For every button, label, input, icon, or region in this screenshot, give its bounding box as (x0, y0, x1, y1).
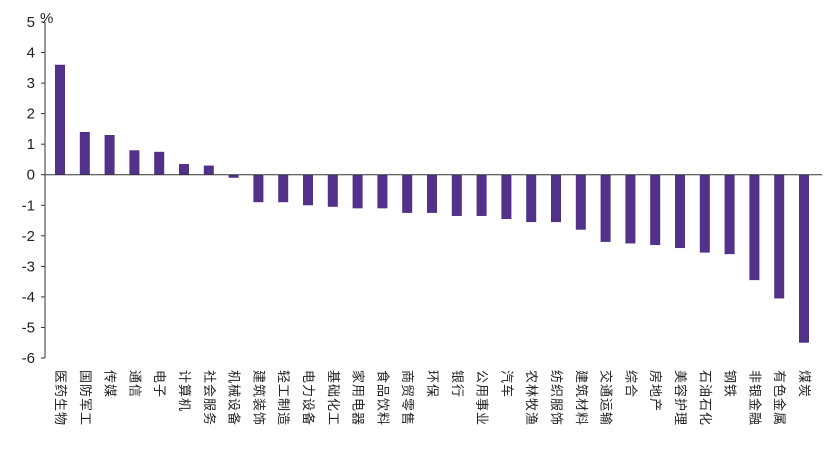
category-label: 电力设备 (300, 370, 316, 426)
bar-26 (675, 174, 685, 249)
bar-13 (352, 174, 363, 209)
category-label: 机械设备 (226, 370, 242, 426)
category-label: 食品饮料 (374, 370, 390, 426)
category-label: 电子 (151, 370, 166, 398)
category-label: 汽车 (498, 370, 514, 398)
category-labels: 医药生物 国防军工 传媒 通信 电子 计算机 社会服务 机械设备 建筑装饰 轻工制造 电力设备 基础化… (52, 370, 811, 426)
category-label: 轻工制造 (275, 370, 290, 426)
category-label: 计算机 (176, 370, 191, 412)
category-label: 家用电器 (350, 370, 366, 426)
bar-29 (749, 174, 760, 281)
bar-8 (228, 174, 239, 178)
category-label: 环保 (424, 370, 439, 398)
bar-10 (278, 174, 289, 203)
y-tick-label: 0 (27, 167, 35, 184)
y-tick-label: -1 (22, 197, 35, 214)
bar-19 (501, 174, 512, 220)
category-label: 有色金属 (771, 370, 787, 426)
y-tick-label: 2 (27, 106, 35, 123)
category-label: 石油石化 (697, 370, 712, 426)
bar-21 (551, 174, 561, 223)
bar-27 (699, 174, 710, 253)
bar-15 (402, 174, 413, 213)
category-label: 非银金融 (746, 370, 762, 426)
bar-6 (179, 164, 189, 175)
bar-5 (154, 151, 165, 175)
category-label: 综合 (622, 370, 637, 398)
y-tick-label: -5 (22, 319, 35, 336)
category-label: 社会服务 (201, 370, 217, 426)
category-label: 公用事业 (474, 370, 489, 426)
category-label: 建筑装饰 (250, 370, 266, 426)
y-axis-ticks: 5 4 3 2 1 0 -1 -2 -3 -4 -5 -6 (22, 14, 45, 367)
category-label: 美容护理 (672, 370, 688, 426)
category-label: 房地产 (647, 370, 663, 412)
bar-18 (476, 174, 487, 216)
bar-1 (55, 64, 65, 175)
bar-9 (253, 174, 264, 203)
bar-3 (104, 135, 115, 175)
y-tick-label: 3 (27, 75, 35, 92)
bar-16 (427, 174, 437, 213)
bar-4 (129, 150, 140, 175)
y-tick-label: -6 (22, 350, 35, 367)
category-label: 银行 (449, 370, 464, 398)
category-label: 交通运输 (598, 370, 614, 426)
bar-24 (625, 174, 636, 244)
bar-22 (575, 174, 586, 230)
category-label: 商贸零售 (399, 370, 415, 426)
category-label: 传媒 (102, 370, 117, 398)
bar-12 (327, 174, 338, 207)
y-tick-label: 4 (27, 45, 35, 62)
category-label: 建筑材料 (573, 370, 589, 426)
bar-7 (203, 165, 214, 175)
category-label: 医药生物 (52, 370, 67, 426)
category-label: 通信 (126, 370, 141, 398)
category-label: 国防军工 (77, 370, 93, 426)
bar-20 (526, 174, 537, 223)
category-label: 农林牧渔 (523, 370, 538, 426)
y-tick-label: 5 (27, 14, 35, 31)
category-label: 纺织服饰 (548, 370, 563, 426)
y-tick-label: -4 (22, 289, 35, 306)
bar-23 (600, 174, 611, 242)
category-label: 基础化工 (325, 370, 340, 426)
category-label: 钢铁 (722, 370, 737, 398)
y-tick-label: -2 (22, 228, 35, 245)
bar-30 (774, 174, 785, 299)
bar-25 (650, 174, 661, 245)
bar-2 (79, 131, 90, 175)
bar-31 (799, 174, 809, 343)
bars (55, 64, 809, 343)
bar-28 (724, 174, 735, 255)
bar-11 (303, 174, 313, 206)
bar-14 (377, 174, 388, 209)
bar-17 (451, 174, 462, 216)
y-tick-label: -3 (22, 258, 35, 275)
category-label: 煤炭 (796, 370, 811, 398)
y-axis-unit: % (40, 10, 53, 27)
y-tick-label: 1 (27, 136, 35, 153)
